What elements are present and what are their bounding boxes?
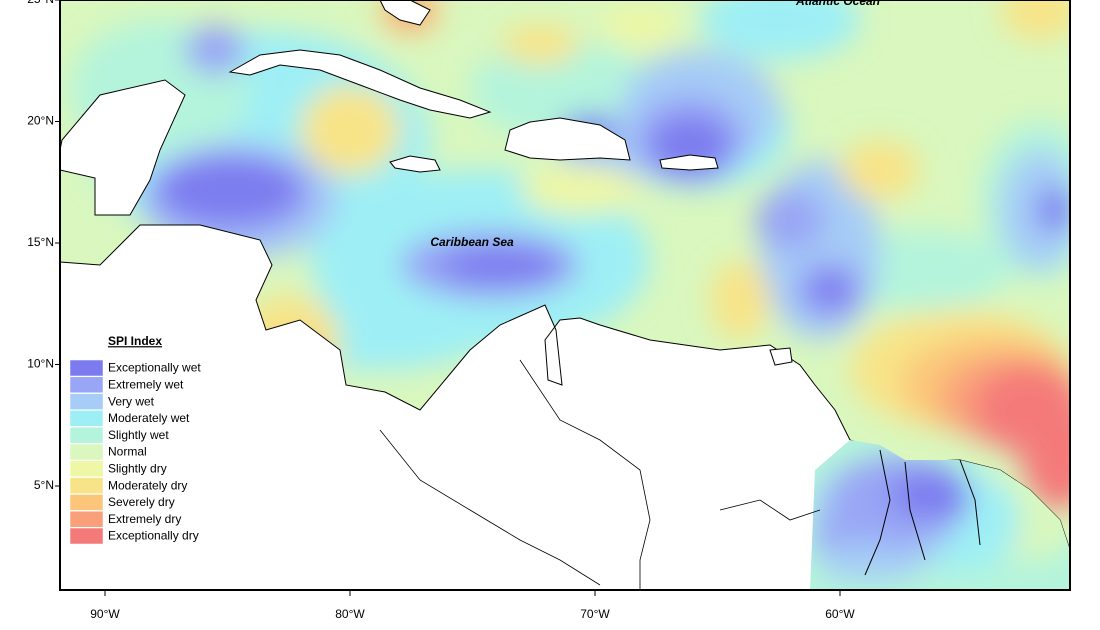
axes: 25°N 20°N 15°N 10°N 5°N 90°W 80°W 70°W 60°W bbox=[27, 0, 855, 621]
map-frame bbox=[59, 0, 1071, 591]
lat-tick-label: 15°N bbox=[27, 235, 54, 249]
legend-title: SPI Index bbox=[108, 334, 162, 348]
country-border bbox=[719, 499, 821, 521]
sea-label: Caribbean Sea bbox=[430, 235, 514, 249]
guiana-blobs bbox=[810, 440, 1070, 580]
legend-label: Normal bbox=[108, 445, 147, 459]
spi-blob bbox=[820, 540, 900, 580]
legend-swatch bbox=[69, 410, 104, 427]
spi-blob bbox=[755, 190, 825, 250]
legend-label: Extremely wet bbox=[108, 377, 184, 391]
spi-blob bbox=[470, 40, 650, 140]
legend-swatch bbox=[69, 510, 104, 528]
legend-swatch bbox=[69, 443, 104, 461]
spi-blob bbox=[300, 85, 400, 175]
ocean-label: Atlantic Ocean bbox=[795, 0, 880, 8]
spi-blob bbox=[808, 272, 852, 308]
guiana-border bbox=[904, 461, 926, 561]
legend-label: Exceptionally wet bbox=[108, 361, 201, 375]
spi-blob bbox=[1000, 0, 1070, 40]
cuba bbox=[228, 49, 492, 119]
spi-blob bbox=[1020, 390, 1070, 510]
lon-tick-label: 60°W bbox=[825, 607, 855, 621]
legend-swatch bbox=[69, 494, 104, 511]
legend-label: Severely dry bbox=[108, 495, 175, 509]
yucatan bbox=[60, 79, 186, 216]
spi-blob bbox=[890, 473, 970, 517]
hispaniola bbox=[504, 117, 631, 161]
legend-swatch bbox=[69, 393, 104, 410]
spi-blob bbox=[600, 5, 680, 45]
guiana-border bbox=[959, 459, 981, 546]
lat-tick-label: 10°N bbox=[27, 357, 54, 371]
puerto-rico bbox=[659, 154, 719, 171]
spi-blob bbox=[500, 25, 580, 65]
legend-label: Moderately dry bbox=[108, 478, 187, 492]
legend-swatch bbox=[69, 460, 104, 478]
lat-tick-label: 25°N bbox=[27, 0, 54, 6]
trinidad bbox=[769, 347, 793, 366]
spi-blob bbox=[160, 158, 300, 222]
guiana-field bbox=[810, 440, 1070, 590]
spi-blob bbox=[1037, 188, 1070, 232]
spi-blob bbox=[1000, 150, 1070, 270]
legend-label: Extremely dry bbox=[108, 512, 181, 526]
lon-tick-label: 70°W bbox=[580, 607, 610, 621]
lon-tick-label: 90°W bbox=[90, 607, 120, 621]
spi-blob bbox=[185, 25, 245, 75]
lon-tick-label: 80°W bbox=[335, 607, 365, 621]
blobs bbox=[70, 0, 1070, 510]
legend-swatch bbox=[69, 477, 104, 494]
legend: Exceptionally wet Extremely wet Very wet Mo… bbox=[69, 359, 201, 545]
legend-swatch bbox=[69, 376, 104, 394]
legend-label: Slightly dry bbox=[108, 461, 167, 475]
spi-blob bbox=[700, 0, 860, 60]
spi-blob bbox=[710, 260, 770, 340]
legend-label: Moderately wet bbox=[108, 411, 190, 425]
spi-blob bbox=[840, 140, 920, 200]
legend-swatch bbox=[69, 359, 104, 377]
lat-tick-label: 5°N bbox=[34, 478, 54, 492]
country-border bbox=[379, 429, 601, 586]
country-border bbox=[519, 359, 651, 590]
guiana-border bbox=[864, 449, 891, 576]
spi-blob bbox=[440, 248, 560, 284]
land bbox=[60, 0, 1070, 590]
legend-label: Slightly wet bbox=[108, 428, 169, 442]
jamaica bbox=[389, 155, 441, 173]
legend-swatch bbox=[69, 426, 104, 444]
legend-label: Exceptionally dry bbox=[108, 529, 199, 543]
lat-tick-label: 20°N bbox=[27, 114, 54, 128]
spi-blob bbox=[520, 165, 640, 215]
legend-swatch bbox=[69, 527, 104, 545]
legend-label: Very wet bbox=[108, 394, 155, 408]
florida bbox=[379, 0, 431, 26]
